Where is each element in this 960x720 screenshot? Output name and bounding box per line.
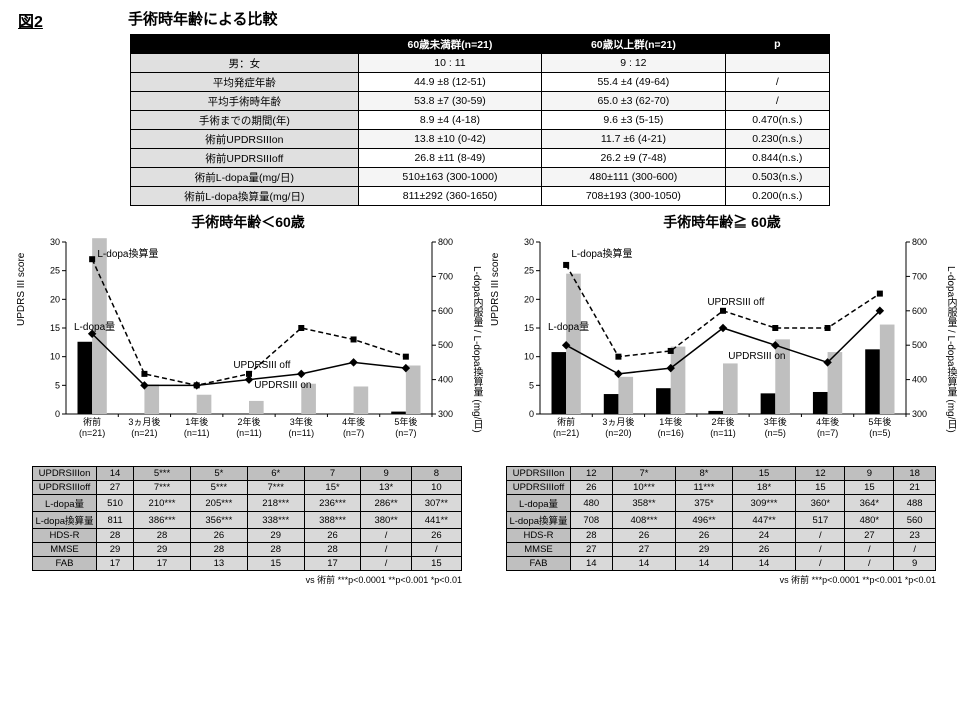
- svg-text:2年後: 2年後: [237, 416, 260, 427]
- svg-text:4年後: 4年後: [816, 416, 839, 427]
- svg-text:5年後: 5年後: [394, 416, 417, 427]
- figure-label: 図2: [18, 8, 43, 32]
- svg-text:3ヵ月後: 3ヵ月後: [128, 416, 160, 427]
- y-axis-left-label: UPDRS III score: [16, 253, 27, 326]
- svg-text:2年後: 2年後: [711, 416, 734, 427]
- svg-text:5: 5: [55, 380, 60, 390]
- svg-text:500: 500: [912, 340, 927, 350]
- svg-text:(n=11): (n=11): [288, 428, 314, 438]
- svg-text:(n=21): (n=21): [553, 428, 579, 438]
- figure-title: 手術時年齢による比較: [128, 8, 278, 29]
- th: [131, 35, 359, 54]
- svg-text:L-dopa量: L-dopa量: [548, 321, 589, 333]
- svg-text:(n=21): (n=21): [79, 428, 105, 438]
- panel-data-table: UPDRSIIIon127*8*1512918UPDRSIIIoff2610**…: [506, 466, 936, 571]
- panel-data-table: UPDRSIIIon145***5*6*798UPDRSIIIoff277***…: [32, 466, 462, 571]
- svg-text:30: 30: [524, 237, 534, 247]
- row-label: 術前L-dopa換算量(mg/日): [131, 187, 359, 206]
- th: 60歳以上群(n=21): [542, 35, 725, 54]
- p-note: vs 術前 ***p<0.0001 **p<0.001 *p<0.01: [492, 573, 936, 586]
- svg-text:(n=7): (n=7): [343, 428, 364, 438]
- svg-text:30: 30: [50, 237, 60, 247]
- svg-text:0: 0: [55, 409, 60, 419]
- comparison-table: 60歳未満群(n=21)60歳以上群(n=21)p男：女10 : 119 : 1…: [130, 34, 830, 206]
- p-note: vs 術前 ***p<0.0001 **p<0.001 *p<0.01: [18, 573, 462, 586]
- svg-text:5: 5: [529, 380, 534, 390]
- svg-text:600: 600: [912, 306, 927, 316]
- svg-text:4年後: 4年後: [342, 416, 365, 427]
- th: 60歳未満群(n=21): [358, 35, 541, 54]
- svg-text:(n=7): (n=7): [395, 428, 416, 438]
- row-label: 術前UPDRSIIIoff: [131, 149, 359, 168]
- svg-text:3年後: 3年後: [290, 416, 313, 427]
- svg-text:(n=20): (n=20): [605, 428, 631, 438]
- y-axis-right-label: L-dopa内服量 / L-dopa換算量 (mg/日): [943, 266, 958, 433]
- panel: 手術時年齢＜60歳 UPDRS III score L-dopa内服量 / L-…: [18, 212, 478, 586]
- panel: 手術時年齢≧ 60歳 UPDRS III score L-dopa内服量 / L…: [492, 212, 952, 586]
- panel-title: 手術時年齢≧ 60歳: [492, 212, 952, 232]
- svg-text:400: 400: [438, 375, 453, 385]
- svg-text:400: 400: [912, 375, 927, 385]
- svg-text:20: 20: [50, 294, 60, 304]
- svg-text:600: 600: [438, 306, 453, 316]
- svg-text:25: 25: [50, 266, 60, 276]
- svg-text:10: 10: [50, 352, 60, 362]
- svg-text:UPDRSIII off: UPDRSIII off: [233, 360, 290, 371]
- svg-text:20: 20: [524, 294, 534, 304]
- row-label: 術前UPDRSIIIon: [131, 130, 359, 149]
- svg-text:術前: 術前: [557, 416, 575, 427]
- svg-text:L-dopa換算量: L-dopa換算量: [97, 247, 158, 260]
- svg-text:(n=11): (n=11): [710, 428, 736, 438]
- svg-text:(n=5): (n=5): [765, 428, 786, 438]
- svg-text:(n=21): (n=21): [131, 428, 157, 438]
- svg-text:10: 10: [524, 352, 534, 362]
- row-label: 男：女: [131, 54, 359, 73]
- svg-text:3年後: 3年後: [764, 416, 787, 427]
- svg-text:700: 700: [912, 271, 927, 281]
- svg-text:15: 15: [524, 323, 534, 333]
- svg-text:(n=5): (n=5): [869, 428, 890, 438]
- svg-text:L-dopa量: L-dopa量: [74, 321, 115, 333]
- svg-text:UPDRSIII off: UPDRSIII off: [707, 297, 764, 308]
- svg-text:500: 500: [438, 340, 453, 350]
- svg-text:25: 25: [524, 266, 534, 276]
- svg-text:700: 700: [438, 271, 453, 281]
- chart: 051015202530300400500600700800術前(n=21)3ヵ…: [18, 236, 478, 466]
- svg-text:(n=7): (n=7): [817, 428, 838, 438]
- row-label: 手術までの期間(年): [131, 111, 359, 130]
- y-axis-right-label: L-dopa内服量 / L-dopa換算量 (mg/日): [469, 266, 484, 433]
- svg-text:(n=11): (n=11): [236, 428, 262, 438]
- th: p: [725, 35, 829, 54]
- svg-text:0: 0: [529, 409, 534, 419]
- svg-text:UPDRSIII on: UPDRSIII on: [254, 380, 311, 391]
- svg-text:800: 800: [438, 237, 453, 247]
- svg-text:3ヵ月後: 3ヵ月後: [602, 416, 634, 427]
- row-label: 平均手術時年齢: [131, 92, 359, 111]
- svg-text:術前: 術前: [83, 416, 101, 427]
- svg-text:1年後: 1年後: [659, 416, 682, 427]
- svg-text:300: 300: [912, 409, 927, 419]
- svg-text:L-dopa換算量: L-dopa換算量: [571, 247, 632, 260]
- svg-text:1年後: 1年後: [185, 416, 208, 427]
- svg-text:(n=16): (n=16): [658, 428, 684, 438]
- panel-title: 手術時年齢＜60歳: [18, 212, 478, 232]
- svg-text:15: 15: [50, 323, 60, 333]
- row-label: 平均発症年齢: [131, 73, 359, 92]
- svg-text:5年後: 5年後: [868, 416, 891, 427]
- svg-text:UPDRSIII on: UPDRSIII on: [728, 351, 785, 362]
- y-axis-left-label: UPDRS III score: [490, 253, 501, 326]
- row-label: 術前L-dopa量(mg/日): [131, 168, 359, 187]
- svg-text:800: 800: [912, 237, 927, 247]
- chart: 0 5 10 15 20 25 30 300 400 500 600 700 800 術前(n=21) 3ヵ…: [492, 236, 952, 466]
- svg-text:(n=11): (n=11): [184, 428, 210, 438]
- svg-text:300: 300: [438, 409, 453, 419]
